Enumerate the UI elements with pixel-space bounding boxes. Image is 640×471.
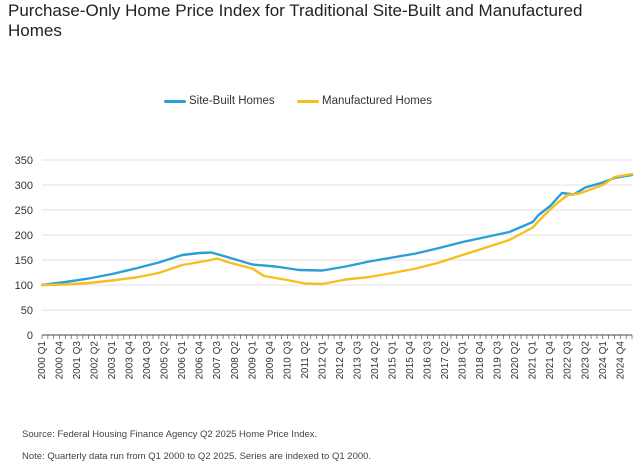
x-tick-label: 2000 Q4 xyxy=(55,341,66,380)
data-note: Note: Quarterly data run from Q1 2000 to… xyxy=(22,451,372,462)
x-tick-label: 2019 Q3 xyxy=(493,341,504,380)
y-tick-label: 350 xyxy=(15,155,33,167)
legend-item-manufactured: Manufactured Homes xyxy=(297,95,432,107)
x-tick-label: 2024 Q1 xyxy=(598,341,609,380)
legend-label-manufactured: Manufactured Homes xyxy=(322,95,432,107)
legend-swatch-site-built xyxy=(164,99,186,103)
x-tick-label: 2015 Q4 xyxy=(405,341,416,380)
x-tick-label: 2015 Q1 xyxy=(387,341,398,380)
x-tick-label: 2006 Q1 xyxy=(177,341,188,380)
x-tick-label: 2001 Q3 xyxy=(72,341,83,380)
x-tick-label: 2017 Q2 xyxy=(440,341,451,380)
x-tick-label: 2009 Q4 xyxy=(265,341,276,380)
x-tick-label: 2012 Q4 xyxy=(335,341,346,380)
x-tick-label: 2016 Q3 xyxy=(423,341,434,380)
x-tick-label: 2005 Q2 xyxy=(160,341,171,380)
x-tick-label: 2020 Q2 xyxy=(510,341,521,380)
x-tick-label: 2021 Q1 xyxy=(528,341,539,380)
legend-swatch-manufactured xyxy=(297,99,319,103)
y-tick-label: 200 xyxy=(15,230,33,242)
x-tick-label: 2003 Q1 xyxy=(107,341,118,380)
y-tick-label: 150 xyxy=(15,255,33,267)
legend-item-site-built: Site-Built Homes xyxy=(164,95,275,107)
source-note: Source: Federal Housing Finance Agency Q… xyxy=(22,429,318,440)
x-tick-label: 2013 Q3 xyxy=(352,341,363,380)
y-tick-label: 300 xyxy=(15,180,33,192)
y-tick-label: 0 xyxy=(27,330,33,342)
x-tick-label: 2012 Q1 xyxy=(317,341,328,380)
legend-label-site-built: Site-Built Homes xyxy=(189,95,275,107)
x-tick-label: 2021 Q4 xyxy=(545,341,556,380)
x-tick-label: 2002 Q2 xyxy=(90,341,101,380)
x-tick-label: 2010 Q3 xyxy=(282,341,293,380)
y-tick-label: 50 xyxy=(21,305,33,317)
x-tick-label: 2000 Q1 xyxy=(37,341,48,380)
x-tick-label: 2008 Q2 xyxy=(230,341,241,380)
legend: Site-Built Homes Manufactured Homes xyxy=(0,95,640,113)
x-tick-label: 2009 Q1 xyxy=(247,341,258,380)
x-tick-label: 2022 Q3 xyxy=(563,341,574,380)
x-tick-label: 2011 Q2 xyxy=(300,341,311,379)
x-tick-label: 2024 Q4 xyxy=(615,341,626,380)
x-tick-label: 2007 Q3 xyxy=(212,341,223,380)
line-chart: 0 50 100 150 200 250 300 350 2000 Q1 2000 Q4 2001 … xyxy=(15,155,634,380)
series-line-manufactured xyxy=(40,172,634,287)
x-tick-label: 2004 Q3 xyxy=(142,341,153,380)
y-tick-label: 250 xyxy=(15,205,33,217)
x-tick-label: 2018 Q1 xyxy=(458,341,469,380)
series-line-site-built xyxy=(40,173,634,287)
x-tick-label: 2006 Q4 xyxy=(195,341,206,380)
chart-title: Purchase-Only Home Price Index for Tradi… xyxy=(8,1,583,40)
x-tick-label: 2014 Q2 xyxy=(370,341,381,380)
x-tick-label: 2023 Q2 xyxy=(580,341,591,380)
x-tick-label: 2018 Q4 xyxy=(475,341,486,380)
y-tick-label: 100 xyxy=(15,280,33,292)
x-tick-label: 2003 Q4 xyxy=(125,341,136,380)
